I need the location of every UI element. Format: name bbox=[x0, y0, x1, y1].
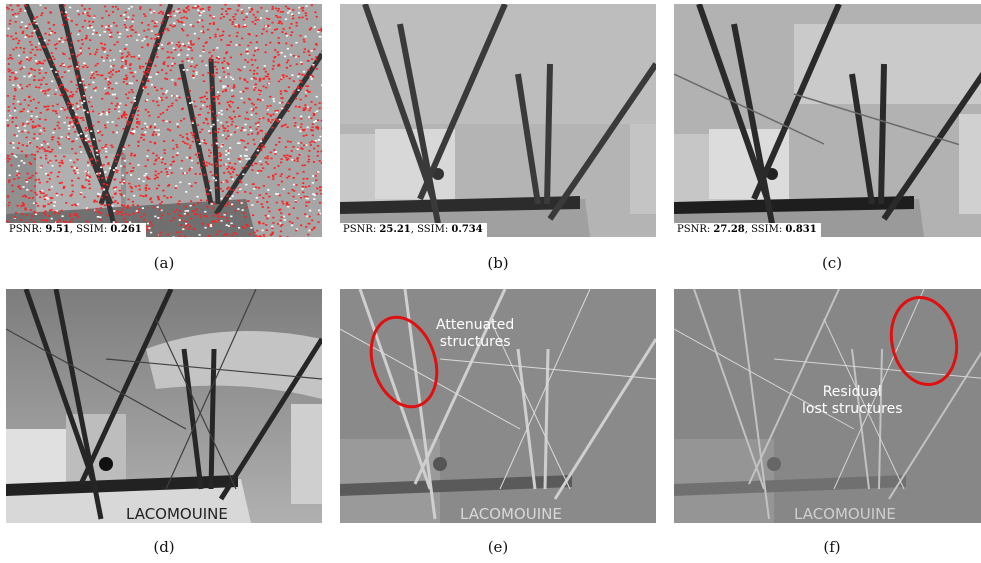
metrics-label-b: PSNR: 25.21, SSIM: 0.734 bbox=[340, 223, 487, 237]
restored-boat-image-c bbox=[674, 4, 981, 237]
restored-image-panel-b: PSNR: 25.21, SSIM: 0.734 bbox=[340, 4, 656, 237]
annotation-residual-lost-structures: Residual lost structures bbox=[802, 384, 903, 418]
residual-image-panel-f: LACOMOUINE Residual lost structures bbox=[674, 289, 981, 523]
metrics-label-a: PSNR: 9.51, SSIM: 0.261 bbox=[6, 223, 146, 237]
psnr-label: PSNR: bbox=[677, 224, 711, 235]
ssim-label: , SSIM: bbox=[69, 224, 108, 235]
psnr-label: PSNR: bbox=[343, 224, 377, 235]
annotation-line: Residual bbox=[822, 384, 882, 400]
caption-b: (b) bbox=[487, 254, 509, 272]
original-image-panel: LACOMOUINE bbox=[6, 289, 322, 523]
boat-hull-lettering: LACOMOUINE bbox=[126, 505, 228, 523]
restored-boat-image-b bbox=[340, 4, 656, 237]
original-boat-image: LACOMOUINE bbox=[6, 289, 322, 523]
ssim-label: , SSIM: bbox=[410, 224, 449, 235]
annotation-line: Attenuated bbox=[436, 317, 515, 333]
caption-a: (a) bbox=[153, 254, 175, 272]
ssim-value: 0.831 bbox=[785, 224, 817, 235]
residual-boat-image-f: LACOMOUINE bbox=[674, 289, 981, 523]
highlight-ellipse bbox=[369, 315, 439, 409]
metrics-label-c: PSNR: 27.28, SSIM: 0.831 bbox=[674, 223, 821, 237]
caption-e: (e) bbox=[487, 538, 509, 556]
caption-f: (f) bbox=[823, 538, 841, 556]
caption-d: (d) bbox=[153, 538, 175, 556]
psnr-value: 25.21 bbox=[379, 224, 411, 235]
caption-c: (c) bbox=[821, 254, 843, 272]
psnr-value: 27.28 bbox=[713, 224, 745, 235]
restored-image-panel-c: PSNR: 27.28, SSIM: 0.831 bbox=[674, 4, 981, 237]
boat-hull-lettering: LACOMOUINE bbox=[460, 505, 562, 523]
psnr-value: 9.51 bbox=[45, 224, 70, 235]
noise-overlay bbox=[6, 4, 322, 237]
highlight-ellipse bbox=[889, 295, 959, 387]
noisy-boat-image bbox=[6, 4, 322, 237]
residual-image-panel-e: LACOMOUINE Attenuated structures bbox=[340, 289, 656, 523]
ssim-label: , SSIM: bbox=[744, 224, 783, 235]
annotation-attenuated-structures: Attenuated structures bbox=[436, 317, 514, 351]
ssim-value: 0.261 bbox=[110, 224, 142, 235]
residual-boat-image-e: LACOMOUINE bbox=[340, 289, 656, 523]
noisy-image-panel: PSNR: 9.51, SSIM: 0.261 bbox=[6, 4, 322, 237]
annotation-line: structures bbox=[439, 334, 511, 350]
boat-hull-lettering: LACOMOUINE bbox=[794, 505, 896, 523]
annotation-line: lost structures bbox=[802, 401, 903, 417]
ssim-value: 0.734 bbox=[451, 224, 483, 235]
psnr-label: PSNR: bbox=[9, 224, 43, 235]
